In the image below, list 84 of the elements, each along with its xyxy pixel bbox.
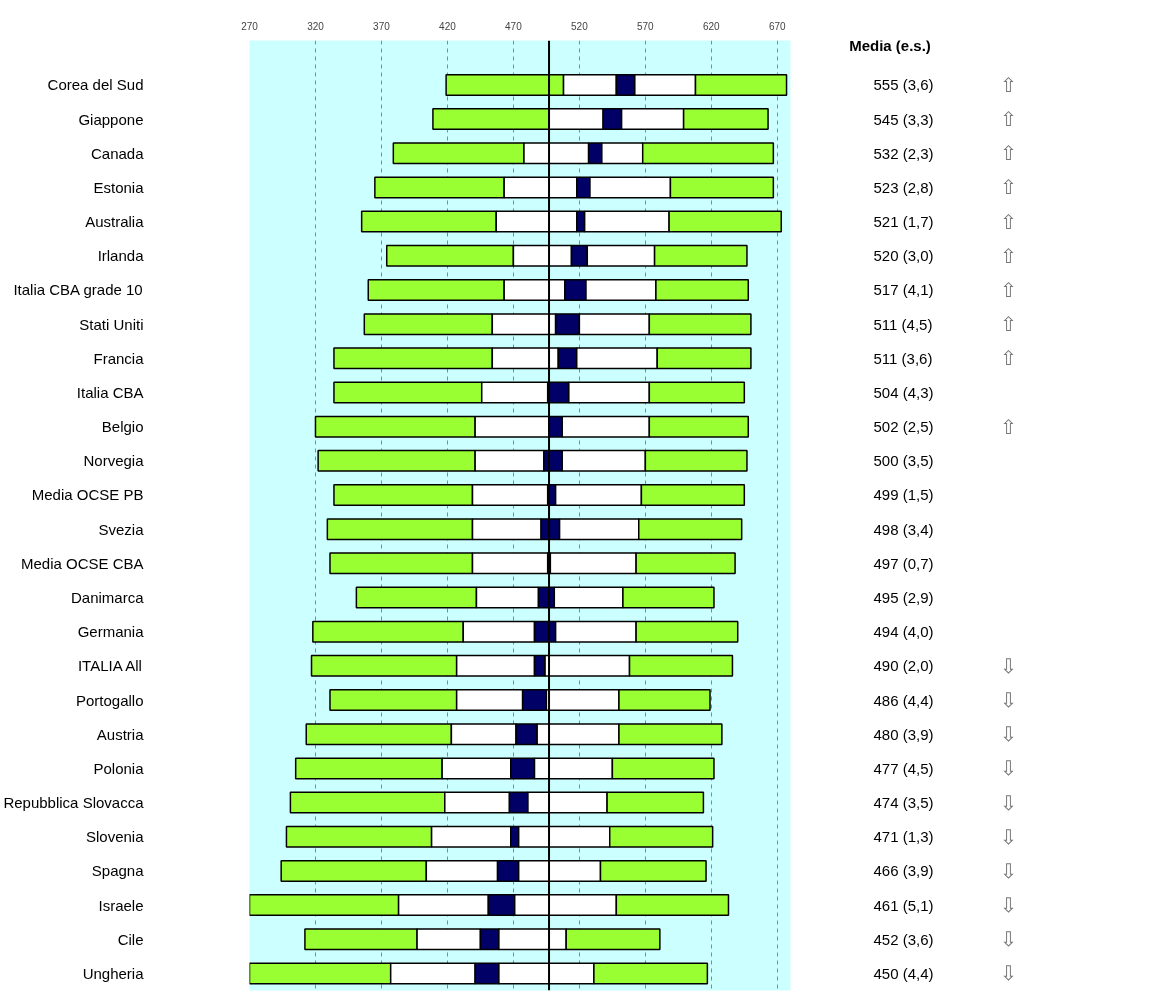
y-tick-label: Austria bbox=[96, 725, 145, 743]
text: 466 (3,9) bbox=[873, 862, 934, 880]
y-tick-label: Stati Uniti bbox=[79, 315, 144, 333]
x-tick-label: 570 bbox=[637, 20, 655, 32]
data-label: ⇧ bbox=[999, 141, 1017, 166]
y-tick-label: Australia bbox=[85, 213, 145, 231]
y-tick-label: Francia bbox=[93, 349, 145, 367]
y-tick-label: Irlanda bbox=[97, 247, 145, 265]
y-tick-label: Portogallo bbox=[75, 691, 144, 709]
text: 517 (4,1) bbox=[873, 281, 934, 299]
y-tick-label: Repubblica Slovacca bbox=[3, 794, 145, 812]
y-tick-label: Israele bbox=[98, 896, 144, 914]
x-tick-label: 370 bbox=[373, 20, 391, 32]
y-tick-label: Media OCSE PB bbox=[31, 486, 144, 504]
data-label: ⇩ bbox=[999, 688, 1017, 713]
x-tick-label: 320 bbox=[307, 20, 325, 32]
data-label: ⇧ bbox=[999, 346, 1017, 371]
data-label: ⇩ bbox=[999, 722, 1017, 747]
text: 502 (2,5) bbox=[873, 418, 934, 436]
text: 555 (3,6) bbox=[873, 76, 934, 94]
text: 511 (3,6) bbox=[873, 349, 933, 367]
y-tick-label: Belgio bbox=[101, 418, 144, 436]
data-label: ⇧ bbox=[999, 414, 1017, 439]
text: 511 (4,5) bbox=[873, 315, 933, 333]
y-tick-label: Estonia bbox=[93, 178, 145, 196]
data-label: ⇩ bbox=[999, 927, 1017, 952]
y-tick-label: Slovenia bbox=[85, 828, 145, 846]
data-label: ⇧ bbox=[999, 277, 1017, 302]
text: 474 (3,5) bbox=[873, 794, 934, 812]
x-tick-label: 520 bbox=[571, 20, 589, 32]
y-tick-label: Cile bbox=[117, 930, 144, 948]
data-label: ⇩ bbox=[999, 961, 1017, 986]
text: 452 (3,6) bbox=[873, 930, 934, 948]
text: 486 (4,4) bbox=[873, 691, 934, 709]
text: 504 (4,3) bbox=[873, 383, 934, 401]
text: 498 (3,4) bbox=[873, 520, 934, 538]
x-tick-label: 470 bbox=[505, 20, 523, 32]
y-tick-label: Italia CBA bbox=[76, 383, 144, 401]
text: Media (e.s.) bbox=[849, 37, 931, 55]
data-label: ⇧ bbox=[999, 243, 1017, 268]
data-label: ⇩ bbox=[999, 858, 1017, 883]
data-label: ⇧ bbox=[999, 209, 1017, 234]
y-tick-label: Giappone bbox=[78, 110, 144, 128]
y-tick-label: Ungheria bbox=[82, 964, 145, 982]
data-label: ⇩ bbox=[999, 790, 1017, 815]
data-label: ⇧ bbox=[999, 175, 1017, 200]
data-label: ⇩ bbox=[999, 653, 1017, 678]
y-tick-label: Polonia bbox=[93, 759, 145, 777]
data-label: ⇧ bbox=[999, 72, 1017, 97]
text: 545 (3,3) bbox=[873, 110, 934, 128]
text: 520 (3,0) bbox=[873, 247, 934, 265]
text: 494 (4,0) bbox=[873, 623, 934, 641]
text: 500 (3,5) bbox=[873, 452, 934, 470]
x-tick-label: 620 bbox=[702, 20, 721, 32]
data-label: ⇧ bbox=[999, 312, 1017, 337]
data-label: ⇩ bbox=[999, 893, 1017, 918]
data-label: ⇧ bbox=[999, 107, 1017, 132]
text: 480 (3,9) bbox=[873, 725, 934, 743]
y-tick-label: ITALIA All bbox=[77, 657, 142, 675]
x-tick-label: 420 bbox=[439, 20, 457, 32]
text: 477 (4,5) bbox=[873, 759, 934, 777]
data-label: ⇩ bbox=[999, 756, 1017, 781]
text: 523 (2,8) bbox=[873, 178, 934, 196]
text: 461 (5,1) bbox=[873, 896, 934, 914]
y-tick-label: Media OCSE CBA bbox=[20, 554, 144, 572]
text: 495 (2,9) bbox=[873, 589, 934, 607]
y-tick-label: Italia CBA grade 10 bbox=[13, 281, 143, 299]
text: 521 (1,7) bbox=[873, 213, 934, 231]
y-tick-label: Svezia bbox=[98, 520, 145, 538]
text: 497 (0,7) bbox=[873, 554, 934, 572]
text: 490 (2,0) bbox=[873, 657, 934, 675]
y-tick-label: Danimarca bbox=[70, 589, 145, 607]
x-tick-label: 670 bbox=[768, 20, 787, 32]
y-tick-label: Corea del Sud bbox=[47, 76, 144, 94]
data-label: ⇩ bbox=[999, 824, 1017, 849]
y-tick-label: Canada bbox=[90, 144, 145, 162]
y-tick-label: Germania bbox=[77, 623, 145, 641]
text: 471 (1,3) bbox=[873, 828, 934, 846]
x-tick-label: 270 bbox=[241, 20, 259, 32]
text: 450 (4,4) bbox=[873, 964, 934, 982]
y-tick-label: Norvegia bbox=[83, 452, 145, 470]
text: 532 (2,3) bbox=[873, 144, 934, 162]
text: 499 (1,5) bbox=[873, 486, 934, 504]
y-tick-label: Spagna bbox=[91, 862, 145, 880]
